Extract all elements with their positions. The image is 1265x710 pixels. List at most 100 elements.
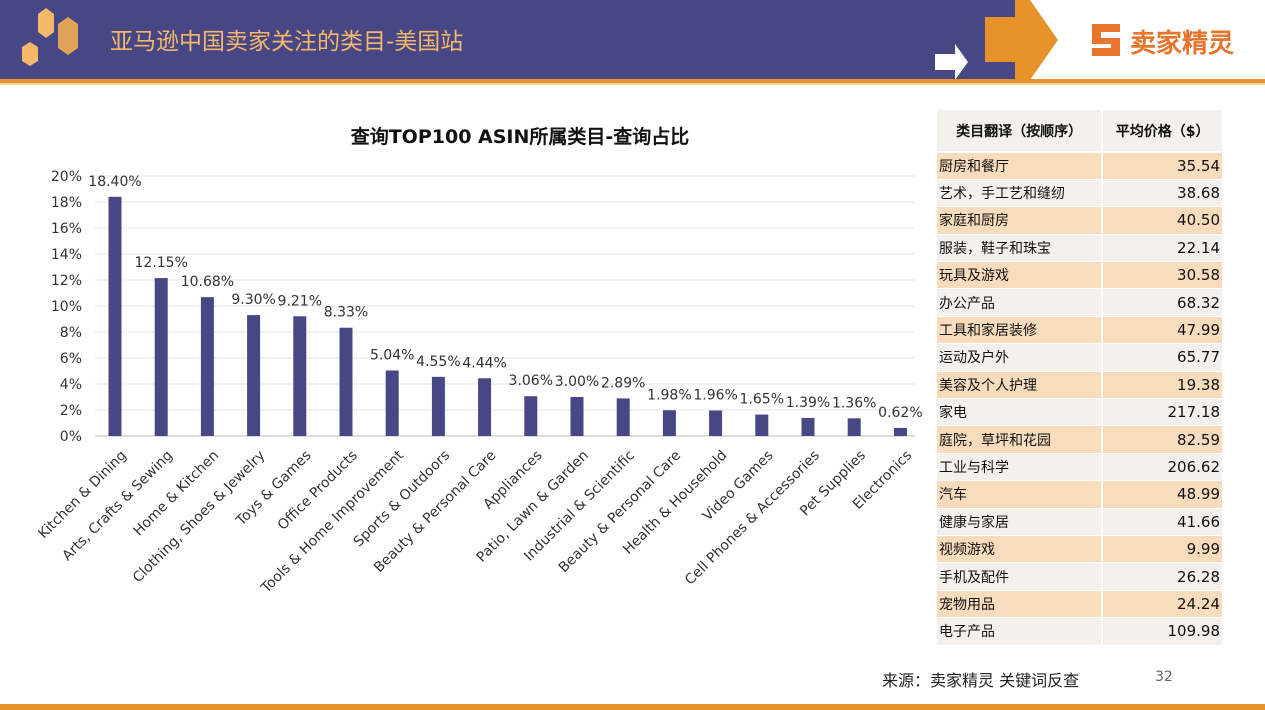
data-label: 9.30%	[231, 292, 275, 308]
price-cell: 206.62	[1102, 453, 1224, 482]
bar	[755, 414, 769, 436]
y-tick-label: 6%	[60, 351, 82, 367]
category-cell: 视频游戏	[937, 535, 1104, 564]
category-cell: 工业与科学	[937, 453, 1104, 482]
table-row: 工具和家居装修 47.99	[937, 316, 1224, 345]
data-label: 1.96%	[693, 388, 737, 404]
data-label: 5.04%	[370, 347, 414, 363]
page-number: 32	[1155, 669, 1173, 685]
chart-title: 查询TOP100 ASIN所属类目-查询占比	[350, 125, 690, 148]
price-cell: 68.32	[1102, 288, 1224, 317]
table-row: 运动及户外 65.77	[937, 343, 1224, 372]
category-cell: 庭院，草坪和花园	[937, 425, 1104, 454]
category-cell: 厨房和餐厅	[937, 152, 1104, 180]
data-label: 1.65%	[740, 392, 784, 408]
bar	[478, 378, 492, 436]
y-tick-label: 20%	[51, 169, 82, 185]
column-header: 平均价格（$）	[1102, 110, 1224, 153]
table-row: 厨房和餐厅 35.54	[937, 152, 1224, 180]
price-cell: 40.50	[1102, 206, 1224, 235]
table-row: 宠物用品 24.24	[937, 590, 1224, 619]
hexagon-icon	[58, 17, 78, 55]
hexagon-icon	[22, 42, 38, 66]
category-cell: 美容及个人护理	[937, 371, 1104, 400]
brand-logo: 卖家精灵	[1130, 29, 1235, 59]
data-label: 3.00%	[555, 374, 599, 390]
price-cell: 35.54	[1102, 152, 1224, 180]
category-cell: 艺术，手工艺和缝纫	[937, 179, 1104, 208]
bar	[662, 410, 676, 436]
category-cell: 健康与家居	[937, 508, 1104, 536]
price-cell: 24.24	[1102, 590, 1224, 619]
y-tick-label: 14%	[51, 247, 82, 263]
category-cell: 宠物用品	[937, 590, 1104, 619]
table-row: 办公产品 68.32	[937, 288, 1224, 317]
x-tick-label: Office Products	[275, 448, 361, 534]
price-table: 类目翻译（按顺序） 平均价格（$） 厨房和餐厅 35.54 艺术，手工艺和缝纫 38.6…	[937, 110, 1224, 646]
price-cell: 30.58	[1102, 261, 1224, 290]
price-cell: 48.99	[1102, 480, 1224, 509]
table-row: 视频游戏 9.99	[937, 535, 1224, 564]
logo-icon	[1092, 24, 1120, 56]
data-label: 12.15%	[135, 255, 188, 271]
data-label: 18.40%	[88, 174, 141, 190]
hexagon-icon	[38, 8, 54, 38]
table-row: 健康与家居 41.66	[937, 508, 1224, 536]
table-row: 汽车 48.99	[937, 480, 1224, 509]
y-tick-label: 10%	[51, 299, 82, 315]
column-header: 类目翻译（按顺序）	[937, 110, 1104, 153]
arrow-banner	[985, 0, 1058, 80]
bar	[154, 278, 168, 436]
bar	[709, 410, 723, 436]
bar	[385, 370, 399, 436]
source-note: 来源：卖家精灵 关键词反查	[882, 671, 1080, 690]
bar	[247, 315, 261, 436]
bar	[616, 398, 630, 436]
price-cell: 82.59	[1102, 425, 1224, 454]
x-tick-label: Home & Kitchen	[130, 448, 222, 540]
divider	[0, 79, 1265, 83]
price-cell: 9.99	[1102, 535, 1224, 564]
category-cell: 家电	[937, 398, 1104, 427]
bar	[847, 418, 861, 436]
header-banner	[0, 0, 1017, 79]
y-tick-label: 18%	[51, 195, 82, 211]
data-label: 2.89%	[601, 375, 645, 391]
price-cell: 22.14	[1102, 234, 1224, 263]
table-row: 工业与科学 206.62	[937, 453, 1224, 482]
y-tick-label: 2%	[60, 403, 82, 419]
price-cell: 109.98	[1102, 617, 1224, 646]
price-cell: 65.77	[1102, 343, 1224, 372]
bar	[570, 397, 584, 436]
table-row: 服装，鞋子和珠宝 22.14	[937, 234, 1224, 263]
category-cell: 工具和家居装修	[937, 316, 1104, 345]
y-tick-label: 0%	[60, 429, 82, 445]
category-cell: 办公产品	[937, 288, 1104, 317]
table-row: 电子产品 109.98	[937, 617, 1224, 646]
table-row: 美容及个人护理 19.38	[937, 371, 1224, 400]
price-cell: 26.28	[1102, 562, 1224, 591]
y-tick-label: 8%	[60, 325, 82, 341]
bar	[801, 417, 815, 436]
category-cell: 家庭和厨房	[937, 206, 1104, 235]
arrow-right-icon	[935, 44, 968, 80]
slide-title: 亚马逊中国卖家关注的类目-美国站	[110, 29, 464, 55]
footer-bar	[0, 704, 1265, 710]
price-cell: 38.68	[1102, 179, 1224, 208]
data-label: 1.36%	[832, 395, 876, 411]
data-label: 4.55%	[416, 354, 460, 370]
table-row: 艺术，手工艺和缝纫 38.68	[937, 179, 1224, 208]
bar	[431, 376, 445, 436]
category-cell: 玩具及游戏	[937, 261, 1104, 290]
price-cell: 19.38	[1102, 371, 1224, 400]
x-tick-label: Kitchen & Dining	[35, 448, 129, 542]
y-tick-label: 4%	[60, 377, 82, 393]
price-cell: 47.99	[1102, 316, 1224, 345]
table-row: 庭院，草坪和花园 82.59	[937, 425, 1224, 454]
y-tick-label: 16%	[51, 221, 82, 237]
bar	[524, 396, 538, 436]
bar	[293, 316, 307, 436]
category-cell: 运动及户外	[937, 343, 1104, 372]
divider	[0, 83, 1265, 85]
category-cell: 汽车	[937, 480, 1104, 509]
